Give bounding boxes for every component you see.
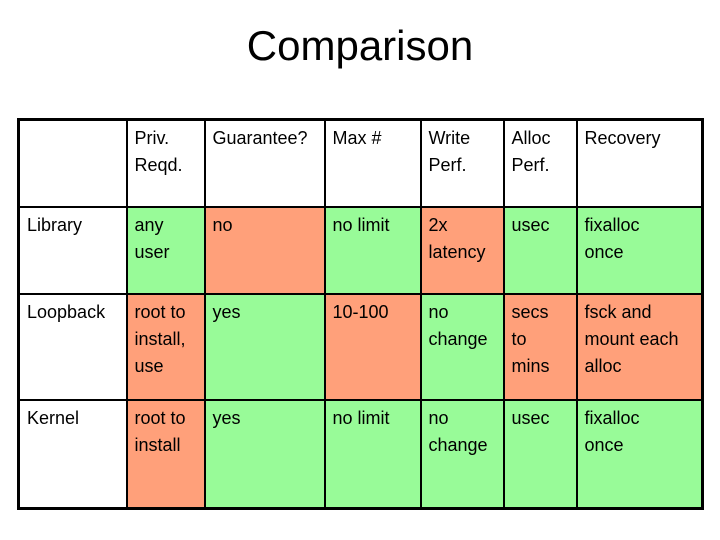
cell-kernel-priv-reqd: root to install (125, 398, 206, 510)
cell-library-max: no limit (323, 205, 422, 295)
header-row: Priv. Reqd. Guarantee? Max # Write Perf.… (17, 118, 704, 208)
cell-kernel-guarantee: yes (203, 398, 326, 510)
col-header-recovery: Recovery (575, 118, 704, 208)
cell-library-recovery: fixalloc once (575, 205, 704, 295)
cell-library-guarantee: no (203, 205, 326, 295)
col-header-max: Max # (323, 118, 422, 208)
slide-title: Comparison (246, 22, 474, 69)
cell-library-alloc-perf: usec (502, 205, 578, 295)
cell-library-write-perf: 2x latency (419, 205, 505, 295)
col-header-alloc-perf: Alloc Perf. (502, 118, 578, 208)
cell-kernel-write-perf: no change (419, 398, 505, 510)
row-label-library: Library (17, 205, 128, 295)
cell-loopback-priv-reqd: root to install, use (125, 292, 206, 401)
cell-loopback-alloc-perf: secs to mins (502, 292, 578, 401)
cell-library-priv-reqd: any user (125, 205, 206, 295)
col-header-priv-reqd: Priv. Reqd. (125, 118, 206, 208)
row-label-loopback: Loopback (17, 292, 128, 401)
corner-cell (17, 118, 128, 208)
comparison-table: Priv. Reqd. Guarantee? Max # Write Perf.… (17, 118, 704, 510)
row-kernel: Kernel root to install yes no limit no c… (17, 398, 704, 510)
cell-loopback-recovery: fsck and mount each alloc (575, 292, 704, 401)
cell-loopback-max: 10-100 (323, 292, 422, 401)
row-library: Library any user no no limit 2x latency … (17, 205, 704, 295)
cell-kernel-recovery: fixalloc once (575, 398, 704, 510)
cell-kernel-max: no limit (323, 398, 422, 510)
cell-kernel-alloc-perf: usec (502, 398, 578, 510)
col-header-write-perf: Write Perf. (419, 118, 505, 208)
cell-loopback-guarantee: yes (203, 292, 326, 401)
row-loopback: Loopback root to install, use yes 10-100… (17, 292, 704, 401)
cell-loopback-write-perf: no change (419, 292, 505, 401)
col-header-guarantee: Guarantee? (203, 118, 326, 208)
row-label-kernel: Kernel (17, 398, 128, 510)
